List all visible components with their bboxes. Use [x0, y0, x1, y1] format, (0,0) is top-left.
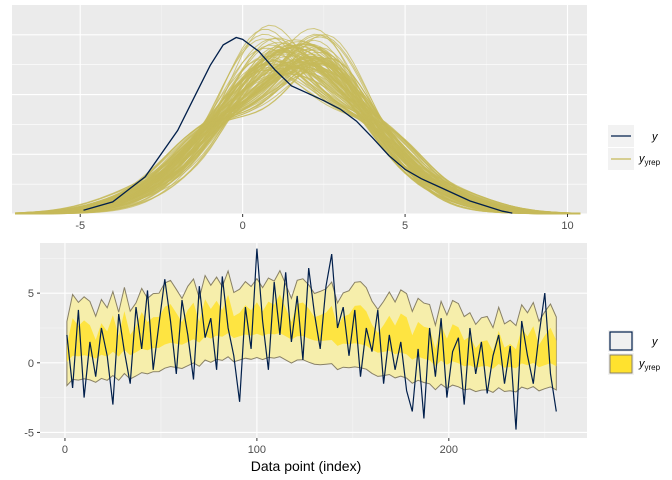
interval-x-axis-title: Data point (index) [251, 458, 362, 474]
density-x-tick-label: 10 [561, 220, 573, 232]
density-legend: y yyrep [608, 125, 661, 170]
density-legend-yrep-label: yyrep [638, 153, 661, 167]
interval-panel: 0 100 200 -5 0 5 Data point (index) [24, 243, 587, 474]
density-x-ticks: -5 0 5 10 [75, 214, 574, 232]
density-x-tick-label: 0 [240, 220, 246, 232]
density-yrep-draw [15, 73, 581, 215]
interval-observed-line [66, 248, 557, 430]
interval-legend: y yyrep [608, 330, 661, 375]
density-yrep-draw [15, 71, 581, 214]
interval-y-tick-label: 5 [28, 288, 34, 300]
interval-inner-band [66, 294, 557, 369]
density-panel-background [12, 5, 587, 214]
interval-legend-y-key [609, 331, 633, 351]
interval-legend-y-label: y [651, 336, 659, 348]
density-panel: -5 0 5 10 [12, 5, 587, 232]
interval-x-tick-label: 100 [248, 444, 266, 456]
interval-x-ticks: 0 100 200 [62, 438, 458, 456]
interval-legend-yrep-key [609, 354, 633, 374]
density-x-tick-label: -5 [75, 220, 85, 232]
interval-x-tick-label: 200 [440, 444, 458, 456]
interval-y-ticks: -5 0 5 [24, 288, 40, 439]
interval-y-tick-label: 0 [28, 358, 34, 370]
density-observed-line [83, 36, 513, 214]
density-legend-y-label: y [651, 131, 659, 143]
interval-x-tick-label: 0 [62, 444, 68, 456]
interval-y-tick-label: -5 [24, 427, 34, 439]
density-x-tick-label: 5 [402, 220, 408, 232]
interval-legend-yrep-label: yyrep [638, 358, 661, 372]
density-yrep-draw [15, 42, 581, 215]
